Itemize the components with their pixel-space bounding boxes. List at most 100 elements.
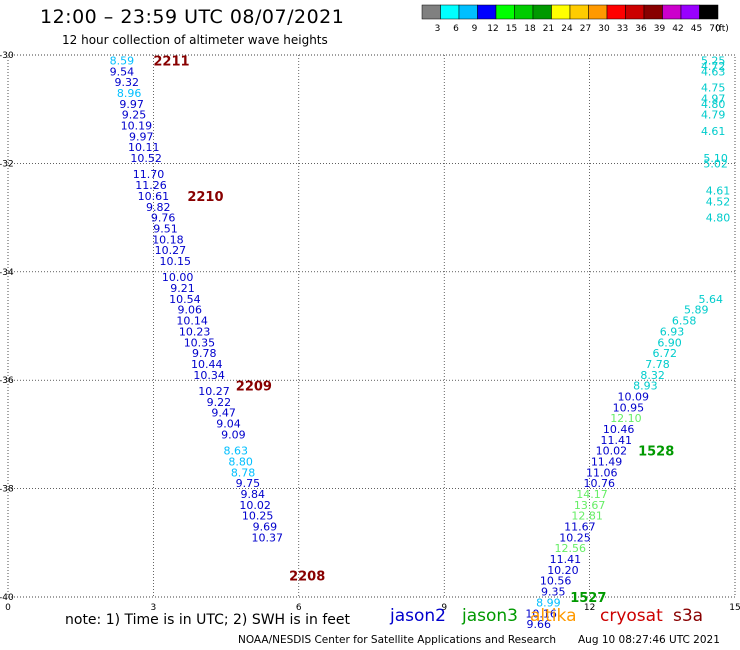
pass-label: 2208 <box>289 569 325 584</box>
y-tick-label: -34 <box>0 268 14 278</box>
data-point-label: 10.15 <box>159 255 191 268</box>
data-point-label: 8.59 <box>110 54 135 67</box>
data-point-label: 9.09 <box>221 428 246 441</box>
data-point-label: 6.90 <box>657 336 682 349</box>
legend-swatch <box>625 4 645 20</box>
y-tick-label: -38 <box>0 485 14 495</box>
pass-label: 2211 <box>153 54 189 69</box>
data-point-label: 6.93 <box>660 325 685 338</box>
legend-label: 12 <box>487 24 498 34</box>
legend-label: 3 <box>435 24 441 34</box>
data-point-label: 14.17 <box>576 488 608 501</box>
data-point-label: 4.52 <box>706 195 731 208</box>
data-point-label: 10.11 <box>128 141 160 154</box>
y-tick-label: -30 <box>0 51 14 61</box>
data-point-label: 13.67 <box>574 499 606 512</box>
data-point-label: 9.35 <box>541 586 566 599</box>
pass-labels: 2211 2210 2209 2208 1528 1527 <box>153 54 674 606</box>
x-tick-label: 15 <box>729 603 740 613</box>
data-point-label: 9.97 <box>119 98 144 111</box>
data-point-label: 8.78 <box>231 466 256 479</box>
legend-swatch <box>514 4 534 20</box>
data-point-label: 9.97 <box>129 130 154 143</box>
legend-swatch <box>532 4 552 20</box>
data-point-label: 10.37 <box>252 531 284 544</box>
page-title: 12:00 – 23:59 UTC 08/07/2021 <box>40 6 345 28</box>
data-point-label: 12.81 <box>571 510 603 523</box>
data-point-label: 4.97 <box>701 92 726 105</box>
data-point-label: 10.20 <box>547 564 579 577</box>
data-point-label: 8.96 <box>117 87 142 100</box>
data-point-label: 9.78 <box>192 347 217 360</box>
legend-swatch <box>477 4 497 20</box>
data-point-label: 4.61 <box>706 185 731 198</box>
legend-swatch <box>458 4 478 20</box>
data-point-label: 11.41 <box>550 553 582 566</box>
legend-swatch <box>588 4 608 20</box>
y-tick-label: -36 <box>0 376 14 386</box>
data-point-label: 10.09 <box>617 390 649 403</box>
data-point-label: 11.06 <box>586 466 618 479</box>
legend-label: 39 <box>654 24 666 34</box>
data-point-label: 10.02 <box>596 445 628 458</box>
satellite-jason3: jason3 <box>462 606 518 626</box>
chart-axes: 0 3 6 9 12 15 -30 -32 -34 -36 -38 -40 <box>0 51 740 613</box>
legend-label: 24 <box>561 24 573 34</box>
legend-swatch <box>643 4 663 20</box>
data-point-label: 10.34 <box>193 369 225 382</box>
legend-label: 42 <box>672 24 683 34</box>
data-point-label: 10.18 <box>152 233 184 246</box>
legend-unit: (ft) <box>715 24 729 34</box>
data-point-label: 9.47 <box>211 407 236 420</box>
data-point-label: 12.10 <box>610 412 642 425</box>
satellite-cryosat: cryosat <box>600 606 663 626</box>
data-point-label: 4.75 <box>701 82 726 95</box>
data-point-label: 10.25 <box>559 531 591 544</box>
data-point-label: 4.72 <box>701 60 726 73</box>
data-point-label: 8.63 <box>224 445 249 458</box>
data-point-label: 11.49 <box>591 456 623 469</box>
legend-label: 27 <box>580 24 591 34</box>
pass-label: 2209 <box>236 380 272 395</box>
x-tick-label: 3 <box>151 603 157 613</box>
data-point-label: 10.16 <box>525 607 557 620</box>
legend-swatch <box>421 4 441 20</box>
x-tick-label: 9 <box>441 603 447 613</box>
y-tick-label: -32 <box>0 159 14 169</box>
data-point-label: 4.80 <box>701 98 726 111</box>
legend-label: 21 <box>543 24 554 34</box>
footer-credit: NOAA/NESDIS Center for Satellite Applica… <box>238 634 556 646</box>
legend-label: 6 <box>453 24 459 34</box>
data-point-label: 5.64 <box>699 293 724 306</box>
data-point-label: 9.04 <box>216 418 241 431</box>
legend-swatch <box>551 4 571 20</box>
data-point-label: 10.14 <box>176 315 208 328</box>
y-tick-label: -40 <box>0 593 14 603</box>
legend-swatch <box>699 4 719 20</box>
x-tick-label: 12 <box>584 603 595 613</box>
data-point-label: 5.89 <box>684 304 709 317</box>
legend-label: 30 <box>598 24 610 34</box>
color-scale-legend: 3 6 9 12 15 18 21 24 27 30 33 36 39 42 45 70(ft) <box>421 4 729 34</box>
legend-swatch <box>680 4 700 20</box>
data-point-label: 8.93 <box>633 380 658 393</box>
data-point-label: 9.22 <box>207 396 232 409</box>
data-point-label: 10.27 <box>198 385 230 398</box>
data-point-label: 10.27 <box>155 244 187 257</box>
data-point-label: 10.95 <box>613 401 645 414</box>
legend-label: 33 <box>617 24 628 34</box>
data-point-label: 10.44 <box>191 358 223 371</box>
page-subtitle: 12 hour collection of altimeter wave hei… <box>62 33 328 47</box>
data-point-label: 9.32 <box>114 76 139 89</box>
data-point-label: 11.70 <box>133 168 165 181</box>
data-points: 8.599.549.328.969.979.2510.199.9710.1110… <box>110 54 731 631</box>
data-point-label: 10.61 <box>138 190 170 203</box>
data-point-label: 9.69 <box>253 521 278 534</box>
data-point-label: 10.54 <box>169 293 201 306</box>
data-point-label: 10.76 <box>584 477 616 490</box>
data-point-label: 10.56 <box>540 575 572 588</box>
footer-note: note: 1) Time is in UTC; 2) SWH is in fe… <box>65 612 351 628</box>
data-point-label: 7.78 <box>645 358 670 371</box>
data-point-label: 8.32 <box>640 369 665 382</box>
